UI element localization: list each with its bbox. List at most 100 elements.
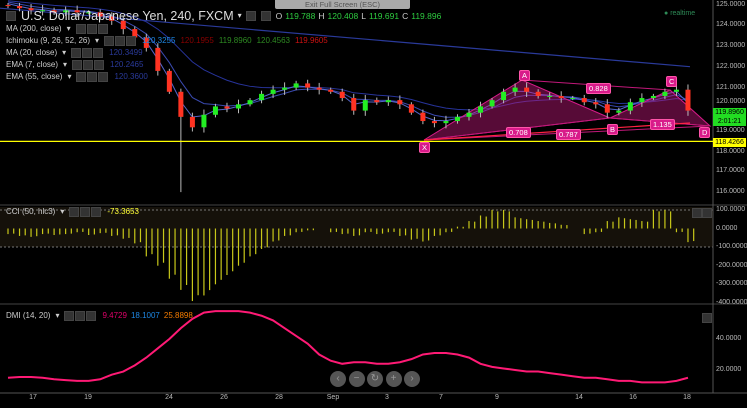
indicator-label[interactable]: Ichimoku (9, 26, 52, 26) <box>6 36 91 46</box>
eye-icon[interactable] <box>75 24 86 34</box>
chevron-down-icon[interactable]: ▾ <box>95 36 100 46</box>
chevron-down-icon[interactable]: ▾ <box>63 60 68 70</box>
candle-body <box>270 89 276 94</box>
cci-axis-label: -400.0000 <box>716 299 747 306</box>
candle-body <box>650 95 656 99</box>
candle-body <box>501 91 507 101</box>
cci-value: -73.3653 <box>107 207 139 217</box>
eye-icon[interactable] <box>76 72 87 82</box>
settings-icon[interactable] <box>86 24 97 34</box>
chevron-down-icon[interactable]: ▾ <box>62 48 67 58</box>
eye-icon[interactable] <box>104 36 115 46</box>
ratio-label: 0.787 <box>556 129 581 140</box>
pattern-point-a: A <box>519 70 531 81</box>
symbol-title[interactable]: U.S. Dollar/Japanese Yen, 240, FXCM <box>21 9 234 23</box>
settings-icon[interactable] <box>245 11 256 21</box>
close-icon[interactable] <box>94 60 105 70</box>
candles <box>5 2 691 193</box>
candle-body <box>5 5 11 7</box>
candle-body <box>28 8 34 11</box>
dmi-axis-label: 40.0000 <box>716 335 742 342</box>
close-icon[interactable] <box>98 72 109 82</box>
harmonic-pattern[interactable] <box>423 79 712 141</box>
eye-icon[interactable] <box>64 311 75 321</box>
ohlc-readout: O 119.788 H 120.408 L 119.691 C 119.896 <box>276 10 442 22</box>
time-axis-label: 18 <box>683 394 691 401</box>
reset-button[interactable]: ↻ <box>367 371 383 387</box>
indicator-label[interactable]: MA (20, close) <box>6 48 58 58</box>
indicator-label[interactable]: MA (200, close) <box>6 24 62 34</box>
cci-bars <box>7 209 695 302</box>
close-icon[interactable] <box>126 36 137 46</box>
pane-down-icon[interactable] <box>702 208 712 218</box>
candle-body <box>616 110 622 113</box>
zoom-out-button[interactable]: − <box>348 371 365 387</box>
candle-body <box>466 112 472 117</box>
cci-axis-label: -300.0000 <box>716 280 747 288</box>
ratio-label: 1.135 <box>650 119 675 130</box>
candle-body <box>627 102 633 111</box>
level-price-tag: 118.4266 <box>713 138 746 147</box>
eye-icon[interactable] <box>69 207 80 217</box>
dmi-value: 25.8898 <box>163 311 193 321</box>
chevron-down-icon[interactable]: ▾ <box>237 11 242 20</box>
chevron-down-icon[interactable]: ▾ <box>66 24 71 34</box>
settings-icon[interactable] <box>80 207 91 217</box>
scroll-left-button[interactable]: ‹ <box>330 371 346 387</box>
price-axis-label: 121.0000 <box>716 84 746 91</box>
exit-fullscreen-button[interactable]: Exit Full Screen (ESC) <box>275 0 410 9</box>
indicator-label[interactable]: EMA (7, close) <box>6 60 59 70</box>
pane-maximize-icon[interactable] <box>702 313 712 323</box>
settings-icon[interactable] <box>83 60 94 70</box>
time-axis-label: 7 <box>439 394 443 401</box>
high-value: 120.408 <box>327 11 359 21</box>
pattern-point-d: D <box>699 127 711 138</box>
time-axis-label: 16 <box>629 394 637 401</box>
candle-body <box>558 95 564 99</box>
indicator-legend: Ichimoku (9, 26, 52, 26) ▾ 120.3255 120.195… <box>6 36 328 46</box>
zoom-in-button[interactable]: + <box>385 371 402 387</box>
cci-axis-label: -100.0000 <box>716 243 747 251</box>
ratio-label: 0.708 <box>506 127 531 138</box>
ratio-label: 0.828 <box>586 83 611 94</box>
candle-body <box>247 100 253 105</box>
collapse-icon[interactable] <box>6 11 16 21</box>
last-price-tag: 119.8960 <box>713 108 746 117</box>
eye-icon[interactable] <box>72 60 83 70</box>
settings-icon[interactable] <box>115 36 126 46</box>
candle-body <box>535 91 541 96</box>
indicator-value: 120.1955 <box>180 36 214 46</box>
close-icon[interactable] <box>93 48 104 58</box>
low-label: L <box>361 11 366 21</box>
settings-icon[interactable] <box>87 72 98 82</box>
chevron-down-icon[interactable]: ▾ <box>67 72 72 82</box>
close-icon[interactable] <box>91 207 102 217</box>
time-axis-label: Sep <box>326 394 340 401</box>
candle-body <box>86 12 92 14</box>
candle-body <box>97 12 103 17</box>
pane-up-icon[interactable] <box>692 208 702 218</box>
candle-body <box>673 89 679 92</box>
indicator-label[interactable]: EMA (55, close) <box>6 72 63 82</box>
candle-body <box>224 106 230 109</box>
eye-icon[interactable] <box>71 48 82 58</box>
time-axis-label: 19 <box>84 394 92 401</box>
close-icon[interactable] <box>97 24 108 34</box>
scroll-right-button[interactable]: › <box>404 371 420 387</box>
time-axis-label: 3 <box>385 394 389 401</box>
pattern-point-c: C <box>666 76 678 87</box>
candle-body <box>51 10 57 13</box>
candle-body <box>201 114 207 128</box>
cci-label[interactable]: CCI (50, hlc3) <box>6 207 56 217</box>
candle-body <box>581 98 587 103</box>
dmi-adx-line <box>7 310 689 384</box>
settings-icon[interactable] <box>82 48 93 58</box>
close-icon[interactable] <box>86 311 97 321</box>
settings-icon[interactable] <box>75 311 86 321</box>
candle-body <box>362 100 368 111</box>
gear-icon[interactable] <box>260 11 271 21</box>
time-axis-label: 26 <box>220 394 228 401</box>
dmi-label[interactable]: DMI (14, 20) <box>6 311 51 321</box>
candle-body <box>512 87 518 92</box>
